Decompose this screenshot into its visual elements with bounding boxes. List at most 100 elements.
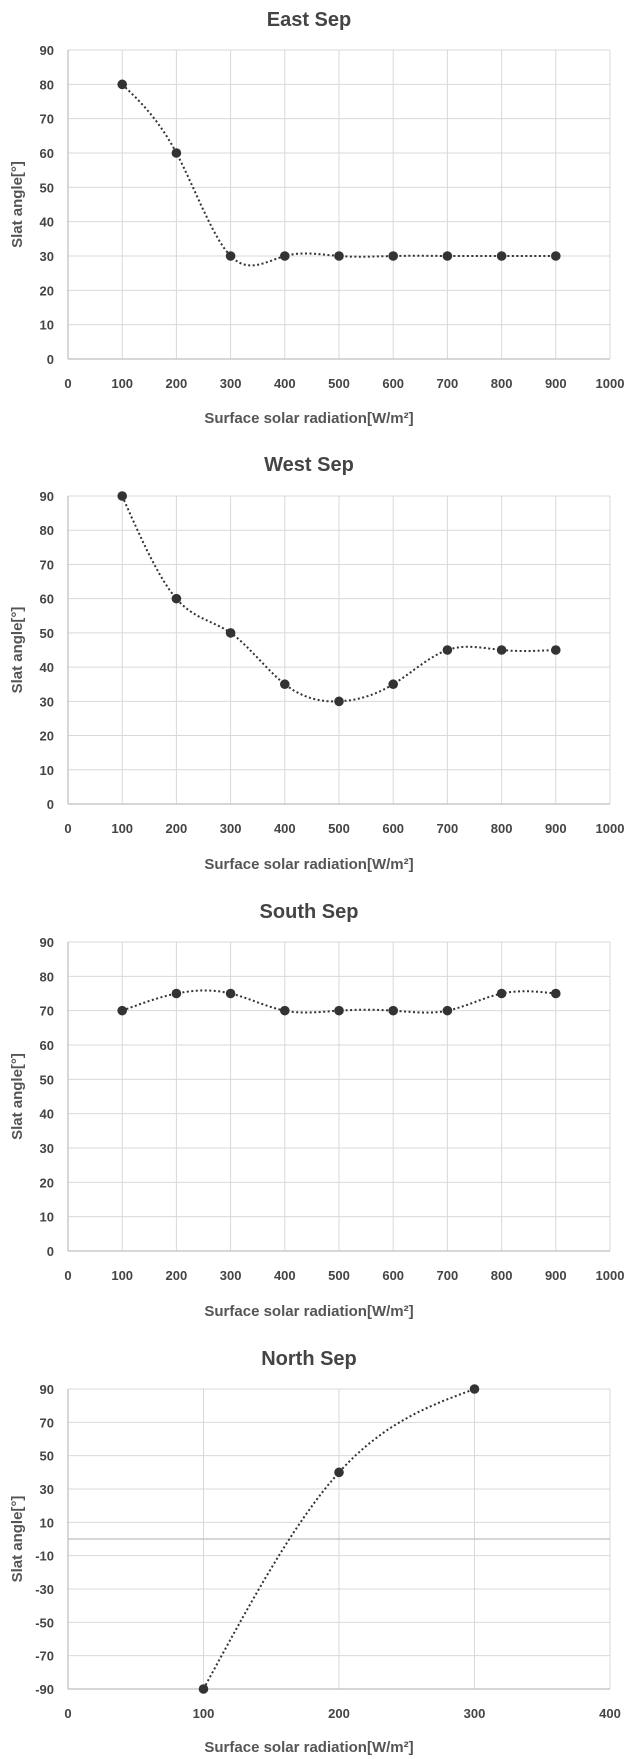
- x-axis-label: Surface solar radiation[W/m²]: [204, 856, 413, 873]
- x-axis-label: Surface solar radiation[W/m²]: [204, 1739, 413, 1756]
- y-tick-label: 80: [40, 523, 54, 538]
- y-tick-label: 20: [40, 729, 54, 744]
- x-tick-label: 0: [64, 1706, 71, 1721]
- y-tick-label: 20: [40, 1175, 54, 1190]
- x-tick-label: 800: [491, 376, 513, 391]
- x-tick-label: 200: [166, 821, 188, 836]
- data-point: [442, 251, 453, 261]
- data-point: [198, 1684, 209, 1694]
- y-tick-label: 10: [40, 318, 54, 333]
- data-point: [334, 251, 344, 261]
- y-tick-label: 50: [40, 1449, 54, 1464]
- x-tick-label: 300: [464, 1706, 486, 1721]
- x-axis-label: Surface solar radiation[W/m²]: [204, 1303, 413, 1320]
- x-tick-label: 200: [166, 376, 188, 391]
- x-tick-label: 600: [382, 821, 404, 836]
- x-tick-label: 700: [437, 821, 459, 836]
- y-tick-label: 50: [40, 1072, 54, 1087]
- y-tick-label: 0: [47, 797, 54, 812]
- data-point: [496, 988, 507, 999]
- y-tick-label: 30: [40, 1482, 54, 1497]
- y-tick-label: 50: [40, 180, 54, 195]
- x-tick-label: 0: [64, 376, 71, 391]
- y-tick-label: 70: [40, 557, 54, 572]
- y-tick-label: 40: [40, 660, 54, 675]
- y-axis-label: Slat angle[°]: [9, 1496, 26, 1583]
- y-tick-label: -30: [35, 1582, 54, 1597]
- x-tick-label: 900: [545, 821, 567, 836]
- x-tick-label: 100: [111, 821, 133, 836]
- x-tick-label: 400: [274, 1268, 296, 1283]
- data-point: [117, 79, 127, 90]
- data-point: [225, 628, 236, 638]
- x-tick-label: 100: [111, 1268, 133, 1283]
- data-point: [496, 251, 507, 261]
- data-point: [280, 1005, 290, 1016]
- data-point: [469, 1384, 480, 1394]
- y-tick-label: 90: [40, 43, 54, 58]
- x-tick-label: 700: [437, 1268, 459, 1283]
- x-tick-label: 1000: [596, 376, 625, 391]
- y-tick-label: 10: [40, 1210, 54, 1225]
- y-tick-label: 0: [47, 352, 54, 367]
- data-point: [334, 1005, 344, 1016]
- data-point: [551, 251, 561, 261]
- data-point: [225, 251, 236, 261]
- trendline: [121, 495, 556, 703]
- data-point: [442, 645, 453, 655]
- y-tick-label: 30: [40, 249, 54, 264]
- x-tick-label: 100: [193, 1706, 215, 1721]
- data-point: [551, 988, 561, 999]
- y-axis-label: Slat angle[°]: [9, 1053, 26, 1140]
- x-tick-label: 700: [437, 376, 459, 391]
- data-point: [171, 593, 182, 604]
- data-point: [551, 645, 561, 655]
- y-tick-label: 70: [40, 1004, 54, 1019]
- data-point: [388, 251, 399, 261]
- data-point: [388, 679, 399, 690]
- data-point: [442, 1005, 453, 1016]
- y-tick-label: 80: [40, 969, 54, 984]
- x-tick-label: 0: [64, 821, 71, 836]
- y-tick-label: 90: [40, 489, 54, 504]
- y-tick-label: 70: [40, 1415, 54, 1430]
- x-tick-label: 500: [328, 1268, 350, 1283]
- x-tick-label: 600: [382, 376, 404, 391]
- x-tick-label: 100: [111, 376, 133, 391]
- y-tick-label: 30: [40, 694, 54, 709]
- data-point: [171, 988, 182, 999]
- trendline: [121, 989, 556, 1014]
- x-tick-label: 300: [220, 376, 242, 391]
- y-tick-label: 0: [47, 1244, 54, 1259]
- y-tick-label: 50: [40, 626, 54, 641]
- chart-title: East Sep: [267, 9, 351, 31]
- chart-title: West Sep: [264, 454, 354, 476]
- x-tick-label: 400: [599, 1706, 621, 1721]
- data-point: [225, 988, 236, 999]
- y-tick-label: 60: [40, 146, 54, 161]
- y-tick-label: 60: [40, 1038, 54, 1053]
- y-tick-label: -50: [35, 1615, 54, 1630]
- chart-title: North Sep: [261, 1348, 357, 1370]
- data-point: [117, 491, 127, 501]
- chart-title: South Sep: [260, 901, 359, 923]
- x-tick-label: 200: [166, 1268, 188, 1283]
- x-tick-label: 200: [328, 1706, 350, 1721]
- y-tick-label: 20: [40, 283, 54, 298]
- data-point: [117, 1005, 127, 1016]
- x-tick-label: 900: [545, 376, 567, 391]
- data-point: [280, 251, 290, 261]
- y-tick-label: 90: [40, 1382, 54, 1397]
- data-point: [496, 645, 507, 655]
- data-point: [334, 1467, 344, 1478]
- x-tick-label: 500: [328, 821, 350, 836]
- y-tick-label: 40: [40, 215, 54, 230]
- y-tick-label: 10: [40, 1515, 54, 1530]
- y-tick-label: -10: [35, 1549, 54, 1564]
- y-axis-label: Slat angle[°]: [9, 161, 26, 248]
- x-tick-label: 1000: [596, 1268, 625, 1283]
- y-tick-label: 10: [40, 763, 54, 778]
